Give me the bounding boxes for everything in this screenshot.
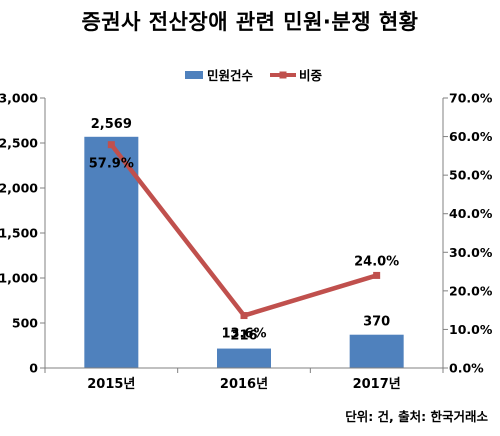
x-tick-label: 2015년 [87,377,135,392]
left-tick-label: 3,000 [0,91,38,106]
left-tick-label: 2,000 [0,181,38,196]
bar-series [84,136,404,368]
right-tick-label: 0.0% [449,361,484,376]
bar [349,334,404,368]
line-series [107,141,381,320]
x-tick-label: 2017년 [353,377,401,392]
right-tick-label: 20.0% [449,283,493,298]
legend-line-marker [279,71,287,79]
line-path [109,143,378,318]
right-tick-label: 70.0% [449,91,493,106]
left-y-axis: 0 500 1,000 1,500 2,000 2,500 3,000 [0,91,46,376]
right-tick-label: 50.0% [449,168,493,183]
line-value-label: 57.9% [89,157,134,172]
legend: 민원건수 비중 [185,68,323,83]
left-tick-label: 1,000 [0,271,38,286]
x-axis: 2015년 2016년 2017년 [44,367,444,392]
bar [84,136,139,368]
right-y-axis: 0.0% 10.0% 20.0% 30.0% 40.0% 50.0% 60.0% 70.0% [442,91,493,376]
right-tick-label: 40.0% [449,206,493,221]
line-point [107,141,115,149]
line-point [240,312,248,320]
bar [217,348,271,368]
right-tick-label: 60.0% [449,129,493,144]
left-tick-label: 2,500 [0,136,38,151]
line-point [373,271,381,279]
chart-title: 증권사 전산장애 관련 민원·분쟁 현황 [81,10,419,34]
left-tick-label: 0 [29,361,38,376]
x-tick-label: 2016년 [220,377,268,392]
right-tick-label: 10.0% [449,322,493,337]
legend-bar-label: 민원건수 [207,68,254,83]
right-tick-label: 30.0% [449,245,493,260]
left-tick-label: 1,500 [0,226,38,241]
line-value-label: 24.0% [354,254,399,269]
bar-value-label: 2,569 [91,117,132,132]
legend-bar-swatch [185,71,203,79]
bar-value-label: 216 [230,329,257,344]
bar-value-label: 370 [363,315,390,330]
line-value-label: 13.6% [221,327,266,342]
legend-line-label: 비중 [299,68,323,83]
source-note: 단위: 건, 출처: 한국거래소 [345,409,488,424]
data-labels: 2,569 216 370 57.9% 13.6% 24.0% [89,117,399,344]
left-tick-label: 500 [12,316,38,331]
